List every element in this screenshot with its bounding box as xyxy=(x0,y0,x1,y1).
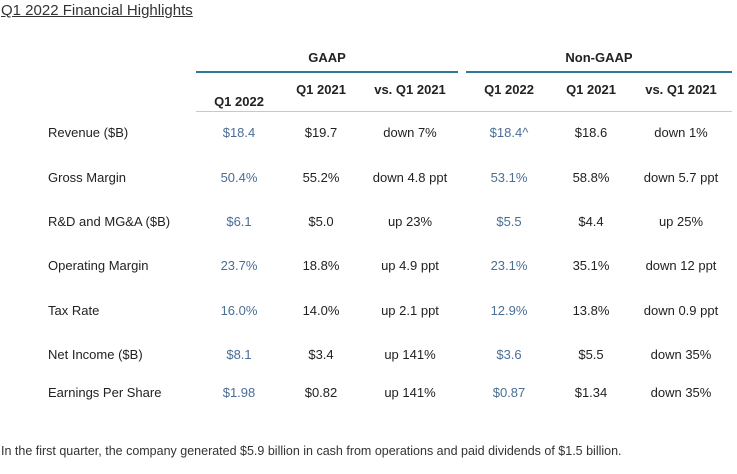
gaap-vs-value: down 4.8 ppt xyxy=(372,170,448,185)
gaap-vs-value: up 141% xyxy=(384,347,436,362)
gaap-q1-2022-value: $18.4 xyxy=(222,125,256,140)
table-row: Gross Margin 50.4% 55.2% down 4.8 ppt 53.1% 5… xyxy=(0,170,737,190)
page-title: Q1 2022 Financial Highlights xyxy=(1,2,193,19)
ng-q1-2022-value: $18.4^ xyxy=(489,125,529,140)
table-row: Operating Margin 23.7% 18.8% up 4.9 ppt 23.1… xyxy=(0,258,737,278)
gaap-vs-value: up 23% xyxy=(387,214,433,229)
ng-q1-2022-value: $5.5 xyxy=(496,214,522,229)
ng-vs-value: up 25% xyxy=(658,214,704,229)
header-divider xyxy=(196,111,732,112)
gaap-vs-value: up 2.1 ppt xyxy=(381,303,439,318)
gaap-q1-2021-value: $0.82 xyxy=(304,385,338,400)
gaap-q1-2022-value: $6.1 xyxy=(226,214,252,229)
ng-q1-2021-value: 58.8% xyxy=(572,170,610,185)
ng-q1-2022-value: $0.87 xyxy=(492,385,526,400)
ng-vs-value: down 35% xyxy=(650,347,712,362)
table-row: Net Income ($B) $8.1 $3.4 up 141% $3.6 $5.5 do… xyxy=(0,347,737,367)
ng-vs-value: down 12 ppt xyxy=(645,258,717,273)
ng-q1-2022-value: 53.1% xyxy=(490,170,528,185)
gaap-q1-2022-value: $8.1 xyxy=(226,347,252,362)
table-row: R&D and MG&A ($B) $6.1 $5.0 up 23% $5.5 $4.4 u… xyxy=(0,214,737,234)
ng-q1-2021-value: $18.6 xyxy=(574,125,608,140)
col-header-gaap-q1-2021: Q1 2021 xyxy=(296,82,346,97)
gaap-q1-2021-value: $3.4 xyxy=(308,347,334,362)
group-header-non-gaap: Non-GAAP xyxy=(565,50,633,65)
gaap-q1-2022-value: 23.7% xyxy=(220,258,258,273)
table-row: Tax Rate 16.0% 14.0% up 2.1 ppt 12.9% 13.8% do… xyxy=(0,303,737,323)
ng-q1-2021-value: 35.1% xyxy=(572,258,610,273)
ng-q1-2021-value: $4.4 xyxy=(578,214,604,229)
gaap-q1-2021-value: 18.8% xyxy=(302,258,340,273)
ng-vs-value: down 1% xyxy=(654,125,708,140)
ng-vs-value: down 5.7 ppt xyxy=(643,170,719,185)
ng-q1-2022-value: 12.9% xyxy=(490,303,528,318)
col-header-gaap-q1-2022: Q1 2022 xyxy=(214,94,264,109)
row-label: Net Income ($B) xyxy=(48,347,143,362)
row-label: Operating Margin xyxy=(48,258,149,273)
ng-vs-value: down 35% xyxy=(650,385,712,400)
gaap-q1-2021-value: 55.2% xyxy=(302,170,340,185)
row-label: Earnings Per Share xyxy=(48,385,162,400)
gaap-q1-2022-value: 16.0% xyxy=(220,303,258,318)
footer-note: In the first quarter, the company genera… xyxy=(1,444,622,458)
col-header-gaap-vs: vs. Q1 2021 xyxy=(374,82,446,97)
gaap-q1-2021-value: $5.0 xyxy=(308,214,334,229)
row-label: Gross Margin xyxy=(48,170,127,185)
table-row: Revenue ($B) $18.4 $19.7 down 7% $18.4^ $18.6… xyxy=(0,125,737,145)
ng-q1-2021-value: $1.34 xyxy=(574,385,608,400)
gaap-q1-2021-value: $19.7 xyxy=(304,125,338,140)
col-header-ng-q1-2022: Q1 2022 xyxy=(484,82,534,97)
ng-q1-2022-value: $3.6 xyxy=(496,347,522,362)
gaap-q1-2022-value: 50.4% xyxy=(220,170,258,185)
col-header-ng-vs: vs. Q1 2021 xyxy=(645,82,717,97)
gaap-vs-value: up 141% xyxy=(384,385,436,400)
table-row: Earnings Per Share $1.98 $0.82 up 141% $0.87… xyxy=(0,385,737,405)
gaap-q1-2021-value: 14.0% xyxy=(302,303,340,318)
group-header-gaap: GAAP xyxy=(308,50,346,65)
gaap-vs-value: up 4.9 ppt xyxy=(381,258,439,273)
row-label: Tax Rate xyxy=(48,303,100,318)
gaap-vs-value: down 7% xyxy=(383,125,437,140)
ng-vs-value: down 0.9 ppt xyxy=(643,303,719,318)
row-label: Revenue ($B) xyxy=(48,125,129,140)
gaap-rule xyxy=(196,71,458,73)
gaap-q1-2022-value: $1.98 xyxy=(222,385,256,400)
col-header-ng-q1-2021: Q1 2021 xyxy=(566,82,616,97)
ng-q1-2022-value: 23.1% xyxy=(490,258,528,273)
non-gaap-rule xyxy=(466,71,732,73)
ng-q1-2021-value: 13.8% xyxy=(572,303,610,318)
ng-q1-2021-value: $5.5 xyxy=(578,347,604,362)
row-label: R&D and MG&A ($B) xyxy=(48,214,171,229)
